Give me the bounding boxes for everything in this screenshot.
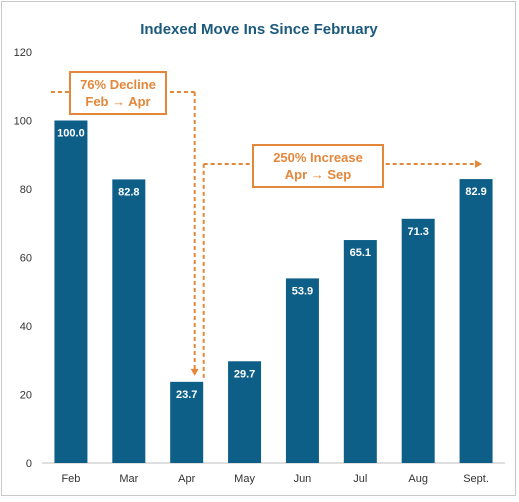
- x-tick-label: May: [234, 473, 255, 485]
- y-tick-label: 80: [20, 184, 32, 196]
- y-tick-label: 120: [14, 47, 32, 59]
- bar-feb: [54, 120, 88, 463]
- y-tick-label: 0: [26, 458, 32, 470]
- x-tick-label: Sept.: [463, 473, 489, 485]
- y-tick-labels: 0 20 40 60 80 100 120: [14, 47, 32, 470]
- bar-jul: [343, 240, 377, 463]
- x-tick-labels: Feb Mar Apr May Jun Jul Aug Sept.: [61, 473, 488, 485]
- y-tick-label: 40: [20, 321, 32, 333]
- data-label: 29.7: [234, 368, 255, 380]
- data-label: 53.9: [292, 285, 313, 297]
- x-tick-label: Aug: [408, 473, 428, 485]
- data-label: 82.9: [465, 186, 486, 198]
- annotation-line-2: Apr → Sep: [285, 167, 352, 182]
- x-tick-label: Mar: [119, 473, 138, 485]
- arrow-head: [190, 368, 199, 376]
- x-tick-label: Jun: [294, 473, 312, 485]
- data-label: 71.3: [407, 226, 428, 238]
- data-label: 100.0: [57, 128, 85, 140]
- bar-jun: [285, 278, 319, 463]
- data-label: 65.1: [350, 247, 371, 259]
- bar-may: [228, 361, 262, 463]
- annotation-line-1: 250% Increase: [273, 150, 363, 165]
- annotations: 76% Decline Feb → Apr 250% Increase Apr → S…: [50, 71, 483, 378]
- annotation-line-1: 76% Decline: [80, 77, 156, 92]
- annotation-box: [252, 144, 384, 188]
- data-label: 23.7: [176, 389, 197, 401]
- annotation-line-2: Feb → Apr: [85, 94, 150, 109]
- y-tick-label: 20: [20, 390, 32, 402]
- y-tick-label: 60: [20, 253, 32, 265]
- bars: [54, 120, 493, 463]
- bar-chart: Indexed Move Ins Since February 0 20 40 60 8…: [14, 21, 505, 485]
- bar-sept: [459, 179, 493, 463]
- x-tick-label: Apr: [178, 473, 195, 485]
- chart-frame: Indexed Move Ins Since February 0 20 40 60 8…: [1, 1, 516, 496]
- x-tick-label: Feb: [61, 473, 80, 485]
- annotation-box: [69, 71, 167, 115]
- bar-mar: [112, 179, 146, 463]
- y-tick-label: 100: [14, 116, 32, 128]
- x-tick-label: Jul: [353, 473, 367, 485]
- bar-aug: [401, 218, 435, 463]
- data-label: 82.8: [118, 186, 139, 198]
- bar-apr: [170, 381, 204, 463]
- chart-title: Indexed Move Ins Since February: [140, 21, 378, 38]
- arrow-head: [475, 160, 483, 168]
- data-labels: 100.0 82.8 23.7 29.7 53.9 65.1 71.3 82.9: [57, 128, 487, 401]
